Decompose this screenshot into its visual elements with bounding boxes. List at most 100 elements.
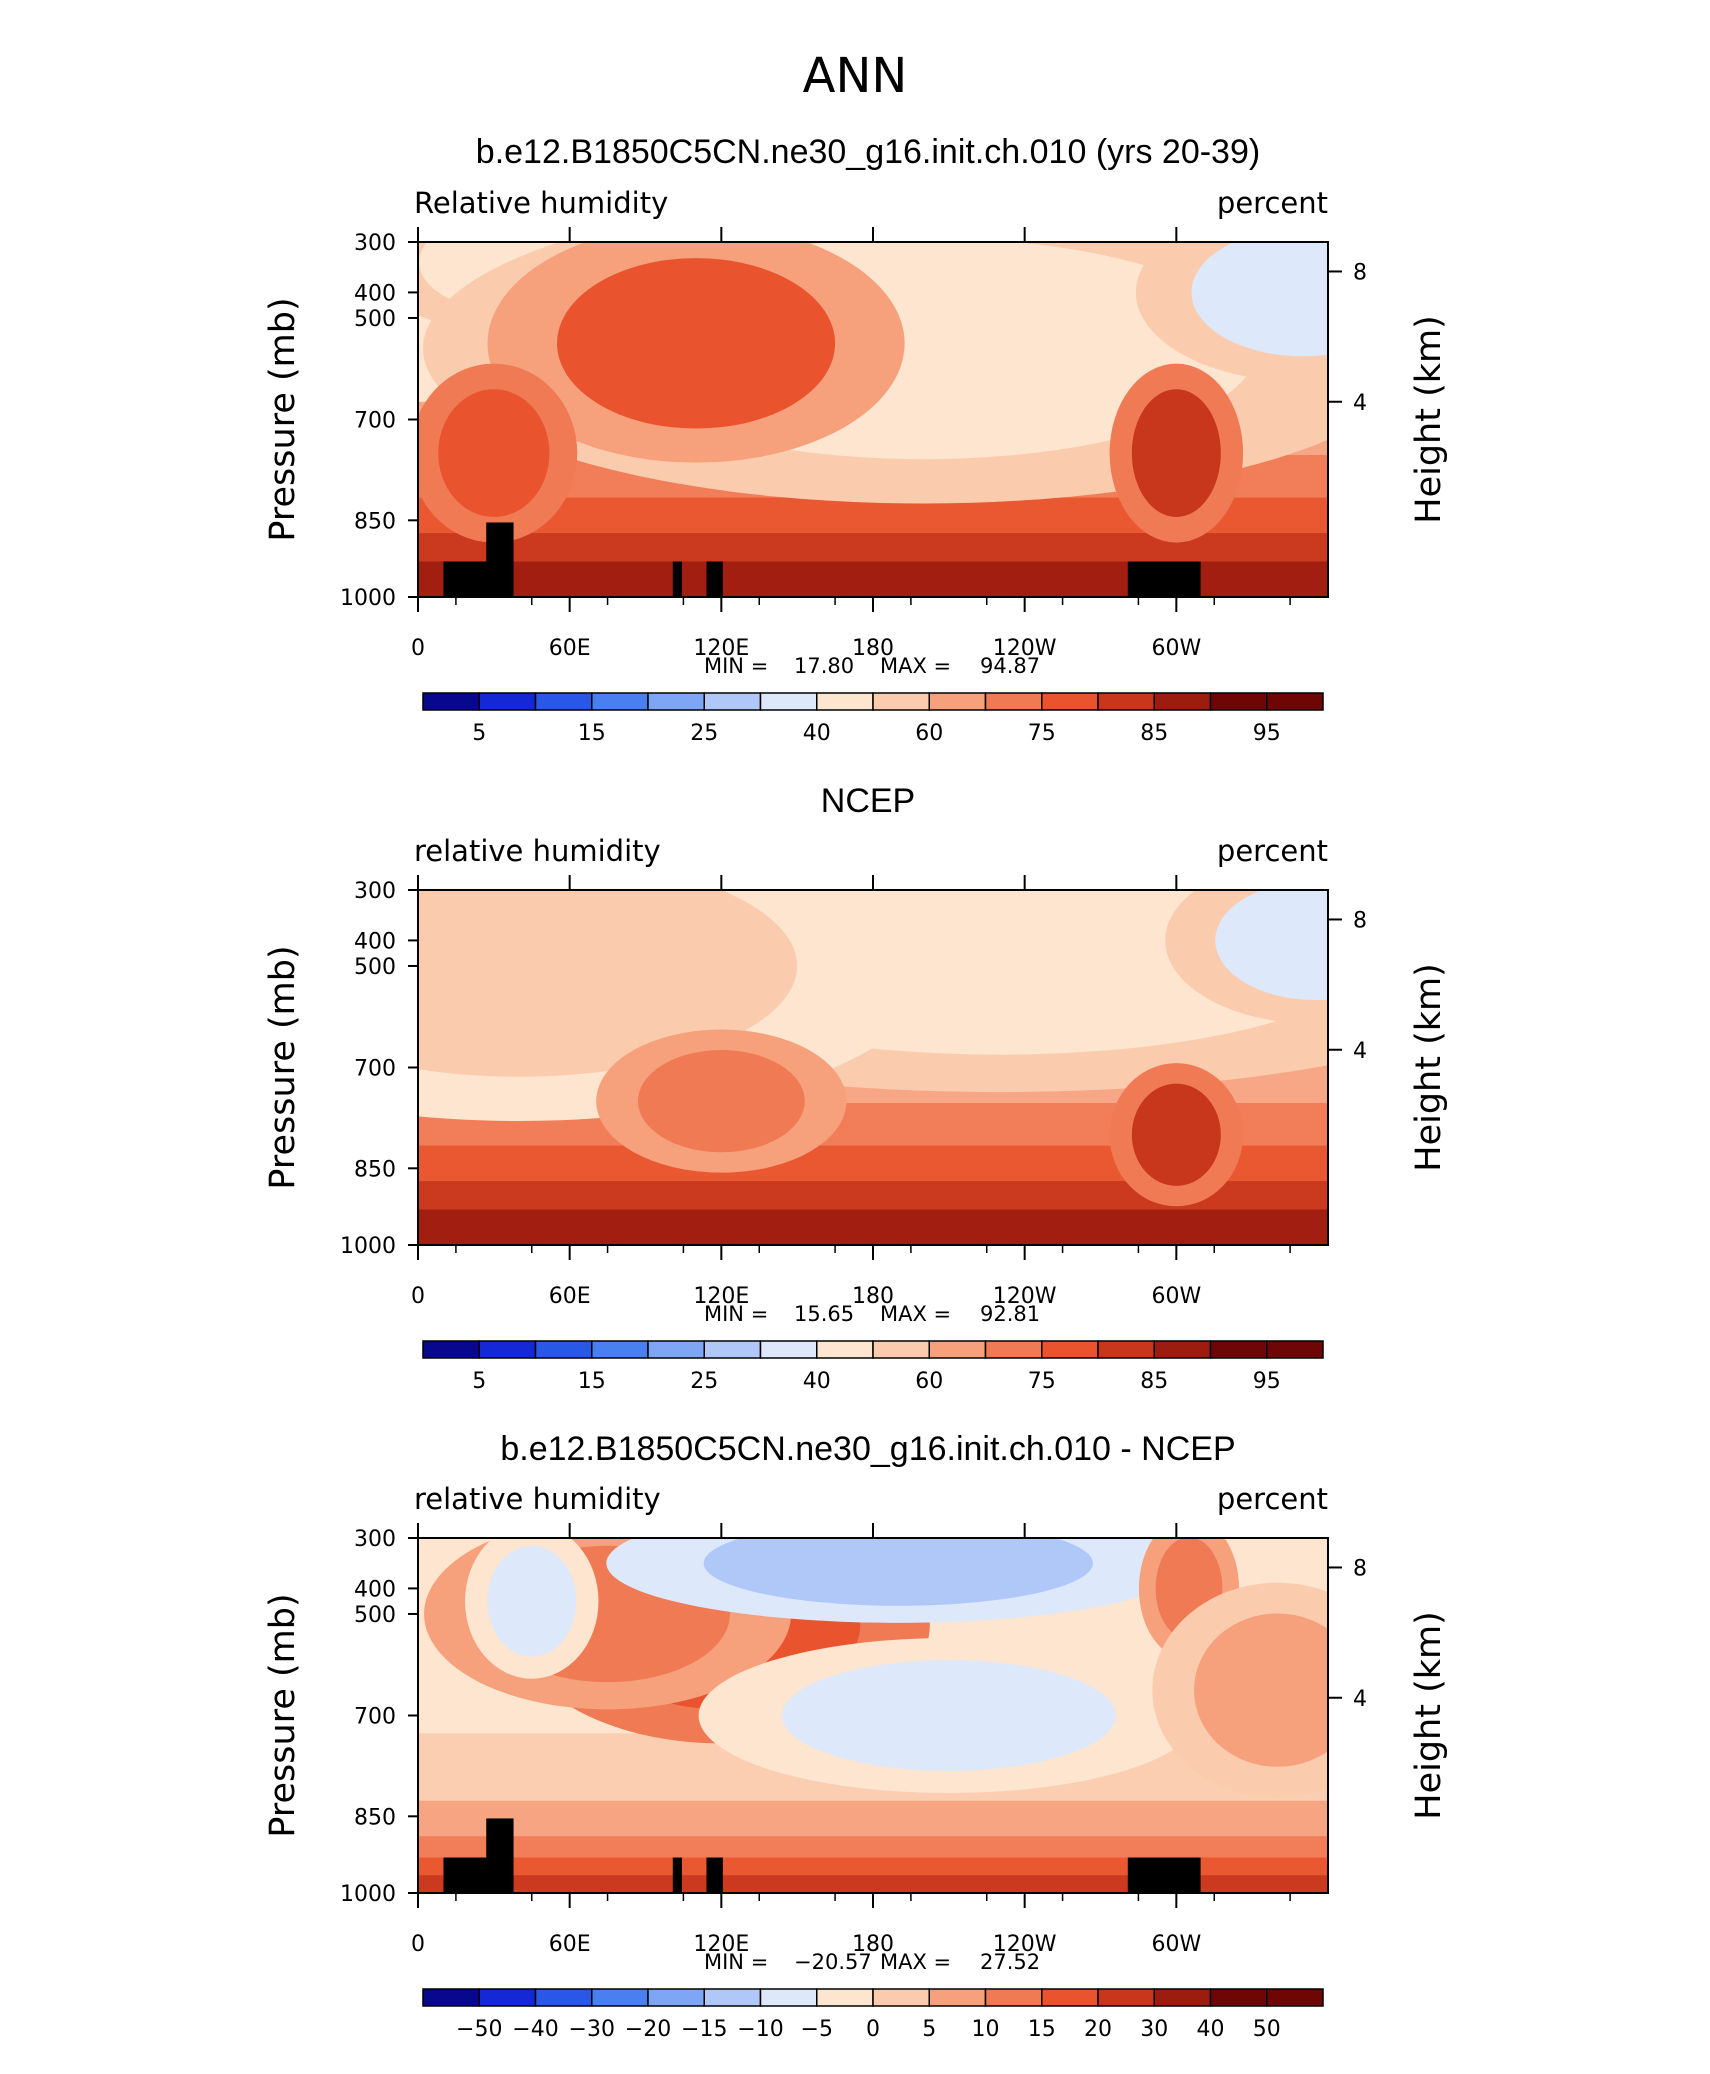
colorbar-box xyxy=(928,692,987,711)
colorbar-box xyxy=(534,692,593,711)
colorbar-label: 5 xyxy=(472,721,486,746)
y-tick-label: 1000 xyxy=(340,1234,396,1259)
colorbar: 5 15 25 40 60 75 85 95 xyxy=(422,1340,1324,1394)
colorbar-box xyxy=(1097,1340,1155,1359)
colorbar-label: −30 xyxy=(569,2017,615,2042)
colorbar-box xyxy=(703,692,762,711)
max-label: MAX = xyxy=(880,654,951,678)
min-value: 17.80 xyxy=(794,654,854,678)
y-axis-title: Pressure (mb) xyxy=(263,1593,303,1837)
y2-tick-label: 8 xyxy=(1353,260,1367,285)
panel-2: NCEP relative humidity percent 0 60E 120E 180 1… xyxy=(263,782,1449,1394)
panel-1: b.e12.B1850C5CN.ne30_g16.init.ch.010 (yr… xyxy=(263,133,1449,746)
colorbar-label: 25 xyxy=(690,721,718,746)
right-string: percent xyxy=(1217,186,1328,220)
y-tick-label: 1000 xyxy=(340,1882,396,1907)
left-string: relative humidity xyxy=(414,1482,661,1516)
right-string: percent xyxy=(1217,834,1328,868)
contour-region xyxy=(1131,1083,1221,1186)
colorbar-label: 15 xyxy=(1028,2017,1056,2042)
x-tick-label: 60W xyxy=(1151,1284,1201,1309)
colorbar-box xyxy=(1041,1340,1099,1359)
topography-mask xyxy=(486,522,514,597)
colorbar-box xyxy=(1097,1988,1155,2007)
panel-title: NCEP xyxy=(821,782,915,820)
x-tick-label: 0 xyxy=(411,1284,425,1309)
x-tick-label: 180 xyxy=(852,1284,894,1309)
y-axis-title: Pressure (mb) xyxy=(263,945,303,1189)
colorbar-box xyxy=(816,1340,874,1359)
y2-tick-label: 8 xyxy=(1353,1556,1367,1581)
x-tick-label: 120E xyxy=(693,1284,749,1309)
colorbar-box xyxy=(478,1988,537,2007)
colorbar-label: −5 xyxy=(801,2017,833,2042)
colorbar-box xyxy=(703,1340,762,1359)
colorbar-box xyxy=(984,1988,1043,2007)
topography-mask xyxy=(672,1857,682,1893)
topography-mask xyxy=(706,1857,723,1893)
colorbar-box xyxy=(816,1988,874,2007)
colorbar-box xyxy=(478,1340,537,1359)
colorbar-box xyxy=(422,1340,480,1359)
colorbar-box xyxy=(759,692,818,711)
colorbar-box xyxy=(591,1340,649,1359)
contour-region xyxy=(782,1660,1116,1771)
y-tick-label: 850 xyxy=(354,1805,396,1830)
colorbar-label: 60 xyxy=(915,1369,943,1394)
colorbar-label: 40 xyxy=(803,1369,831,1394)
contour-region xyxy=(637,1049,805,1153)
contour-region xyxy=(1131,389,1221,518)
contour-region xyxy=(703,1538,1093,1606)
panel-title: b.e12.B1850C5CN.ne30_g16.init.ch.010 - N… xyxy=(500,1430,1235,1468)
colorbar-box xyxy=(1153,692,1212,711)
colorbar-label: 30 xyxy=(1140,2017,1168,2042)
surface-band xyxy=(418,1875,1328,1893)
y-tick-label: 400 xyxy=(354,1577,396,1602)
min-label: MIN = xyxy=(704,654,768,678)
x-tick-label: 60E xyxy=(549,636,591,661)
y-tick-label: 700 xyxy=(354,1705,396,1730)
colorbar-box xyxy=(478,692,537,711)
colorbar-box xyxy=(534,1340,593,1359)
x-tick-label: 60W xyxy=(1151,636,1201,661)
colorbar-box xyxy=(1153,1340,1212,1359)
y-tick-label: 850 xyxy=(354,1157,396,1182)
y-axis-title: Pressure (mb) xyxy=(263,297,303,541)
colorbar-label: 85 xyxy=(1140,721,1168,746)
colorbar-box xyxy=(1266,1988,1324,2007)
colorbar-box xyxy=(928,1988,987,2007)
colorbar-box xyxy=(984,1340,1043,1359)
contour-field xyxy=(418,242,1328,597)
colorbar-box xyxy=(1041,692,1099,711)
x-tick-label: 60E xyxy=(549,1284,591,1309)
colorbar-box xyxy=(1209,1340,1268,1359)
y2-tick-label: 4 xyxy=(1353,1039,1367,1064)
colorbar-label: 20 xyxy=(1084,2017,1112,2042)
contour-region xyxy=(557,258,836,429)
left-string: relative humidity xyxy=(414,834,661,868)
min-label: MIN = xyxy=(704,1950,768,1974)
contour-region xyxy=(1215,890,1328,1001)
colorbar-box xyxy=(984,692,1043,711)
colorbar-box xyxy=(1209,1988,1268,2007)
colorbar: 5 15 25 40 60 75 85 95 xyxy=(422,692,1324,746)
colorbar-label: 10 xyxy=(972,2017,1000,2042)
colorbar-box xyxy=(703,1988,762,2007)
y-tick-label: 400 xyxy=(354,281,396,306)
x-tick-label: 120E xyxy=(693,1932,749,1957)
right-string: percent xyxy=(1217,1482,1328,1516)
max-value: 94.87 xyxy=(980,654,1040,678)
y2-axis-title: Height (km) xyxy=(1409,315,1449,524)
colorbar-box xyxy=(759,1988,818,2007)
x-tick-label: 0 xyxy=(411,1932,425,1957)
colorbar-label: 25 xyxy=(690,1369,718,1394)
y2-tick-label: 8 xyxy=(1353,908,1367,933)
y2-tick-label: 4 xyxy=(1353,1687,1367,1712)
colorbar-label: 75 xyxy=(1028,721,1056,746)
y-tick-label: 300 xyxy=(354,231,396,256)
colorbar-label: 40 xyxy=(1197,2017,1225,2042)
colorbar-box xyxy=(1266,1340,1324,1359)
colorbar: −50 −40 −30 −20 −15 −10 −5 0 5 10 15 20 30 40 50 xyxy=(422,1988,1324,2042)
x-tick-label: 120W xyxy=(993,636,1057,661)
